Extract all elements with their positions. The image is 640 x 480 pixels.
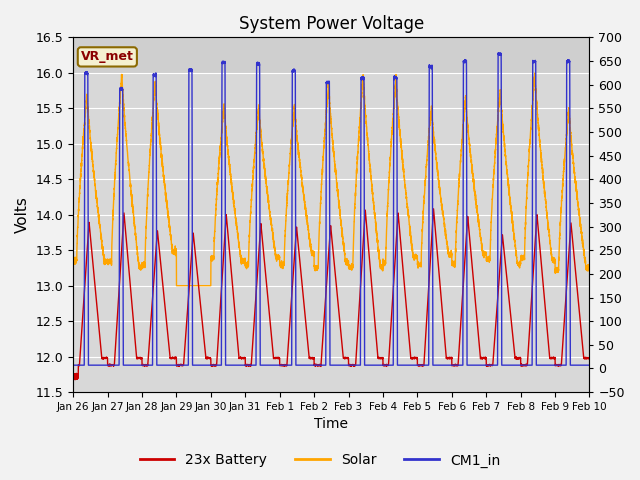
Line: 23x Battery: 23x Battery	[73, 209, 589, 380]
CM1_in	[174, 362, 182, 368]
Solar	[403, 194, 410, 200]
Solar	[476, 227, 483, 233]
Bar	[73, 37, 589, 73]
Solar	[584, 265, 591, 271]
Solar	[531, 70, 539, 76]
Solar	[262, 184, 270, 190]
Text: VR_met: VR_met	[81, 50, 134, 63]
23x Battery	[262, 280, 270, 286]
Solar	[173, 283, 180, 288]
23x Battery	[403, 304, 410, 310]
CM1_in	[476, 362, 483, 368]
CM1_in	[69, 362, 77, 368]
CM1_in	[262, 362, 270, 368]
CM1_in	[180, 362, 188, 368]
23x Battery	[584, 355, 591, 361]
CM1_in	[584, 362, 591, 368]
CM1_in	[495, 50, 502, 56]
Legend: 23x Battery, Solar, CM1_in: 23x Battery, Solar, CM1_in	[134, 448, 506, 473]
Line: Solar: Solar	[73, 73, 589, 286]
CM1_in	[403, 362, 410, 368]
23x Battery	[69, 371, 77, 377]
CM1_in	[586, 362, 593, 368]
Solar	[180, 283, 188, 288]
23x Battery	[71, 377, 79, 383]
X-axis label: Time: Time	[314, 418, 348, 432]
Solar	[586, 266, 593, 272]
Solar	[69, 259, 77, 264]
23x Battery	[429, 206, 437, 212]
23x Battery	[586, 355, 593, 361]
Y-axis label: Volts: Volts	[15, 196, 30, 233]
Title: System Power Voltage: System Power Voltage	[239, 15, 424, 33]
Solar	[174, 283, 182, 288]
23x Battery	[174, 362, 182, 368]
23x Battery	[180, 361, 188, 367]
Line: CM1_in: CM1_in	[73, 53, 589, 365]
23x Battery	[476, 348, 484, 353]
